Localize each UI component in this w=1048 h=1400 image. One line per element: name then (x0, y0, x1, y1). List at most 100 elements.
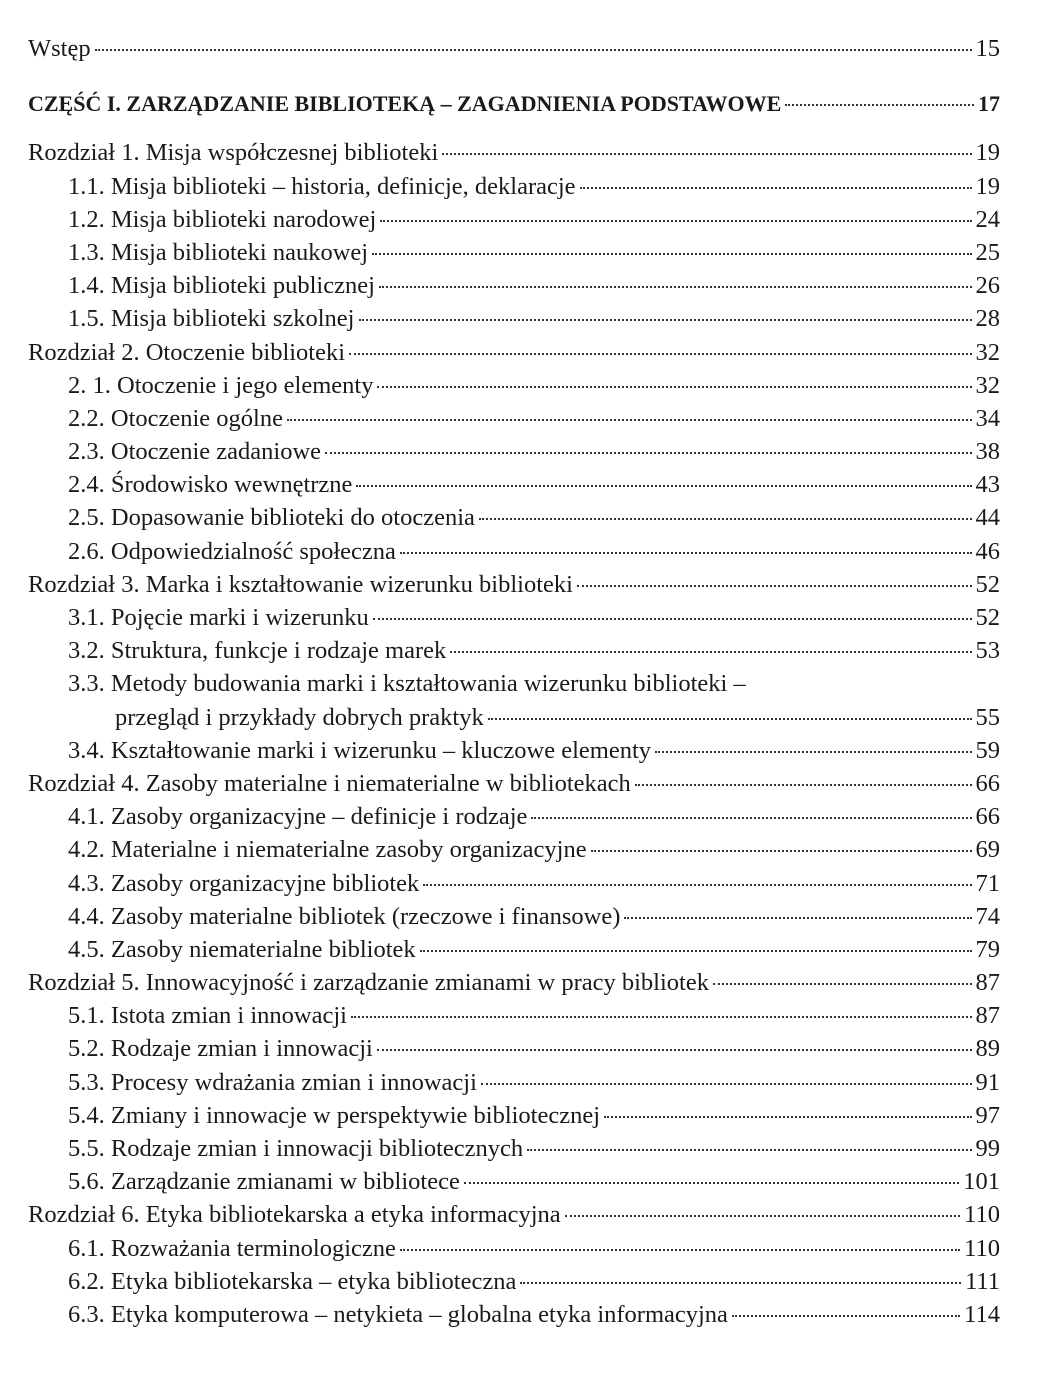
entry-title: Rozdział 3. Marka i kształtowanie wizeru… (28, 570, 573, 598)
entry-title: 4.2. Materialne i niematerialne zasoby o… (68, 836, 587, 864)
entry-title: CZĘŚĆ I. ZARZĄDZANIE BIBLIOTEKĄ – ZAGADN… (28, 91, 782, 117)
entry-title: 1.3. Misja biblioteki naukowej (68, 238, 369, 266)
entry-title: 2.3. Otoczenie zadaniowe (68, 438, 322, 466)
section-entry: 5.5. Rodzaje zmian i innowacji bibliotec… (28, 1132, 1000, 1165)
entry-title: 3.2. Struktura, funkcje i rodzaje marek (68, 637, 447, 665)
entry-title: 5.3. Procesy wdrażania zmian i innowacji (68, 1068, 477, 1096)
section-entry: 3.1. Pojęcie marki i wizerunku 52 (28, 601, 1000, 634)
entry-title: 5.6. Zarządzanie zmianami w bibliotece (68, 1168, 460, 1196)
section-entry: 2.6. Odpowiedzialność społeczna 46 (28, 535, 1000, 568)
entry-title: 2.5. Dopasowanie biblioteki do otoczenia (68, 504, 475, 532)
section-entry: 4.1. Zasoby organizacyjne – definicje i … (28, 800, 1000, 833)
entry-title: 1.5. Misja biblioteki szkolnej (68, 305, 355, 333)
section-entry: 3.3. Metody budowania marki i kształtowa… (28, 667, 1000, 700)
page-number: 25 (975, 238, 1001, 266)
section-entry: 5.3. Procesy wdrażania zmian i innowacji… (28, 1066, 1000, 1099)
page-number: 43 (975, 471, 1001, 499)
entry-title: 1.4. Misja biblioteki publicznej (68, 272, 375, 300)
page-number: 19 (975, 139, 1001, 167)
section-entry: 5.6. Zarządzanie zmianami w bibliotece 10… (28, 1165, 1000, 1198)
page-number: 32 (975, 371, 1001, 399)
chapter-entry: Rozdział 5. Innowacyjność i zarządzanie … (28, 966, 1000, 999)
page-number: 110 (964, 1201, 1000, 1229)
entry-title: Rozdział 6. Etyka bibliotekarska a etyka… (28, 1201, 561, 1229)
dot-leader (624, 916, 972, 919)
dot-leader (358, 319, 972, 322)
page-number: 52 (975, 604, 1001, 631)
chapter-entry: Rozdział 4. Zasoby materialne i niemater… (28, 767, 1000, 800)
entry-title: Rozdział 1. Misja współczesnej bibliotek… (28, 139, 439, 167)
dot-leader (325, 452, 972, 455)
page-number: 89 (975, 1035, 1001, 1063)
chapter-entry: Rozdział 6. Etyka bibliotekarska a etyka… (28, 1198, 1000, 1231)
section-entry: 3.4. Kształtowanie marki i wizerunku – k… (28, 734, 1000, 767)
dot-leader (520, 1281, 962, 1284)
dot-leader (350, 1016, 972, 1019)
page-number: 91 (975, 1068, 1001, 1096)
entry-title: 5.4. Zmiany i innowacje w perspektywie b… (68, 1101, 601, 1129)
page-number: 19 (975, 172, 1001, 200)
page-number: 53 (975, 637, 1001, 665)
intro-entry: Wstęp 15 (28, 32, 1000, 65)
section-entry: 1.4. Misja biblioteki publicznej 26 (28, 269, 1000, 302)
entry-title: 2. 1. Otoczenie i jego elementy (68, 371, 374, 399)
entry-title: 6.3. Etyka komputerowa – netykieta – glo… (68, 1300, 728, 1328)
page-number: 26 (975, 272, 1001, 300)
entry-title: 5.1. Istota zmian i innowacji (68, 1002, 347, 1030)
page-number: 74 (975, 902, 1001, 930)
entry-title: 4.1. Zasoby organizacyjne – definicje i … (68, 803, 528, 831)
page-number: 52 (975, 570, 1001, 598)
entry-title: 1.2. Misja biblioteki narodowej (68, 205, 377, 233)
dot-leader (463, 1182, 960, 1185)
dot-leader (423, 883, 972, 886)
entry-title: 5.2. Rodzaje zmian i innowacji (68, 1035, 373, 1063)
dot-leader (399, 1248, 961, 1251)
section-entry: 1.3. Misja biblioteki naukowej 25 (28, 236, 1000, 269)
entry-title: 5.5. Rodzaje zmian i innowacji bibliotec… (68, 1135, 524, 1162)
page-number: 55 (975, 703, 1001, 731)
page-number: 87 (975, 969, 1001, 997)
section-continuation: przegląd i przykłady dobrych praktyk 55 (28, 701, 1000, 734)
dot-leader (731, 1314, 961, 1317)
entry-title: przegląd i przykłady dobrych praktyk (115, 703, 484, 731)
entry-title: 3.4. Kształtowanie marki i wizerunku – k… (68, 736, 652, 764)
entry-title: 2.4. Środowisko wewnętrzne (68, 471, 353, 499)
dot-leader (604, 1115, 972, 1118)
entry-title: Rozdział 4. Zasoby materialne i niemater… (28, 769, 631, 797)
dot-leader (372, 252, 972, 255)
page-number: 66 (975, 803, 1001, 831)
entry-title: 2.6. Odpowiedzialność społeczna (68, 537, 396, 565)
page-number: 111 (965, 1267, 1000, 1295)
section-entry: 1.2. Misja biblioteki narodowej 24 (28, 203, 1000, 236)
dot-leader (380, 219, 972, 222)
dot-leader (590, 850, 972, 853)
entry-title: 4.4. Zasoby materialne bibliotek (rzeczo… (68, 902, 621, 930)
entry-title: Rozdział 5. Innowacyjność i zarządzanie … (28, 969, 709, 997)
page-number: 110 (964, 1234, 1000, 1262)
page-number: 34 (975, 404, 1001, 432)
page-number: 44 (975, 504, 1001, 532)
section-entry: 2. 1. Otoczenie i jego elementy 32 (28, 369, 1000, 402)
dot-leader (94, 49, 972, 51)
part-entry: CZĘŚĆ I. ZARZĄDZANIE BIBLIOTEKĄ – ZAGADN… (28, 87, 1000, 120)
dot-leader (655, 750, 972, 753)
page-number: 99 (975, 1135, 1001, 1162)
dot-leader (487, 717, 972, 720)
page-number: 32 (975, 338, 1001, 366)
dot-leader (442, 153, 972, 156)
section-entry: 2.3. Otoczenie zadaniowe 38 (28, 435, 1000, 468)
dot-leader (564, 1215, 961, 1218)
page-number: 15 (975, 35, 1001, 62)
section-entry: 4.3. Zasoby organizacyjne bibliotek 71 (28, 867, 1000, 900)
entry-title: Wstęp (28, 35, 91, 62)
dot-leader (419, 949, 972, 952)
dot-leader (399, 551, 972, 554)
dot-leader (376, 1049, 972, 1052)
page-number: 71 (975, 869, 1001, 897)
chapter-entry: Rozdział 2. Otoczenie biblioteki 32 (28, 336, 1000, 369)
section-entry: 4.4. Zasoby materialne bibliotek (rzeczo… (28, 900, 1000, 933)
page-number: 97 (975, 1101, 1001, 1129)
dot-leader (531, 817, 972, 820)
dot-leader (579, 186, 972, 189)
dot-leader (372, 618, 972, 620)
